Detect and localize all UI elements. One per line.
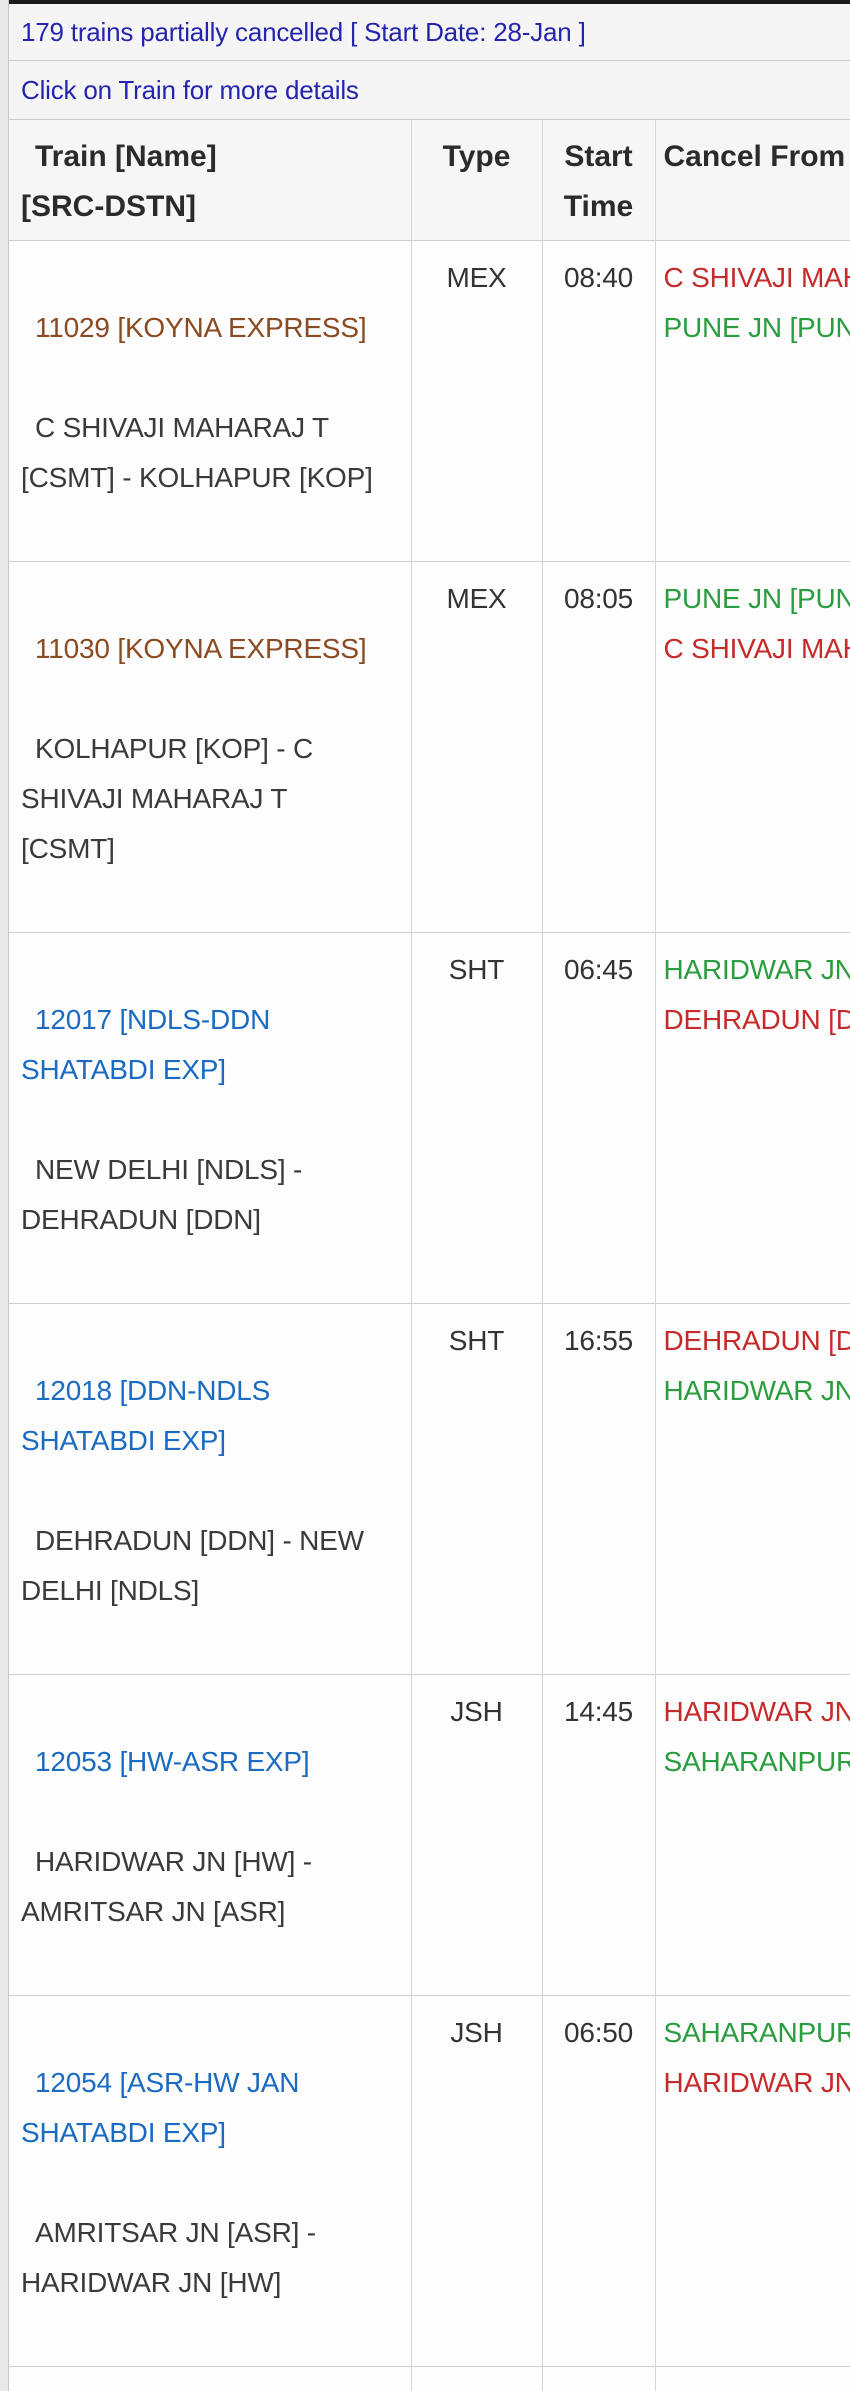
cancel-from-station: C SHIVAJI MAH	[664, 253, 850, 303]
train-start-time: 16:55	[542, 1304, 655, 1675]
train-type: JSH	[411, 1996, 542, 2367]
cancel-from-station: HARIDWAR JN	[664, 1687, 850, 1737]
cancel-to-station: PUNE JN [PUNE	[664, 303, 850, 353]
cancel-to-station: DEHRADUN [DD	[664, 995, 850, 1045]
train-link[interactable]: 11029 [KOYNA EXPRESS]	[21, 303, 403, 353]
train-link[interactable]: 12017 [NDLS-DDN SHATABDI EXP]	[21, 995, 403, 1095]
train-start-time: 06:50	[542, 1996, 655, 2367]
cancel-from-station: PUNE JN [PUNE	[664, 574, 850, 624]
table-row: 12018 [DDN-NDLS SHATABDI EXP] DEHRADUN […	[9, 1304, 850, 1675]
table-row: 12054 [ASR-HW JAN SHATABDI EXP] AMRITSAR…	[9, 1996, 850, 2367]
col-header-cancel: Cancel From Cancel To	[655, 120, 850, 241]
train-type: JSH	[411, 1675, 542, 1996]
train-route: DEHRADUN [DDN] - NEW DELHI [NDLS]	[21, 1516, 403, 1616]
cancel-to-station: SAHARANPUR [	[664, 1737, 850, 1787]
summary-banner: 179 trains partially cancelled [ Start D…	[9, 4, 850, 61]
cancel-from-station: SAHARANPUR [	[664, 2008, 850, 2058]
instruction-banner-text: Click on Train for more details	[21, 75, 359, 105]
table-row: 12017 [NDLS-DDN SHATABDI EXP] NEW DELHI …	[9, 933, 850, 1304]
col-header-type: Type	[411, 120, 542, 241]
train-route: AMRITSAR JN [ASR] - HARIDWAR JN [HW]	[21, 2208, 403, 2308]
train-route: HARIDWAR JN [HW] - AMRITSAR JN [ASR]	[21, 1837, 403, 1937]
train-start-time: 08:40	[542, 241, 655, 562]
summary-banner-text: 179 trains partially cancelled [ Start D…	[21, 17, 586, 47]
train-route: C SHIVAJI MAHARAJ T [CSMT] - KOLHAPUR [K…	[21, 403, 403, 503]
col-header-train: Train [Name] [SRC-DSTN]	[9, 120, 411, 241]
cancelled-trains-table: Train [Name] [SRC-DSTN] Type Start Time …	[9, 120, 850, 2391]
table-row: 11030 [KOYNA EXPRESS] KOLHAPUR [KOP] - C…	[9, 562, 850, 933]
train-link[interactable]: 12053 [HW-ASR EXP]	[21, 1737, 403, 1787]
table-row-partial	[9, 2367, 850, 2391]
cancel-to-station: HARIDWAR JN	[664, 1366, 850, 1416]
instruction-banner: Click on Train for more details	[9, 61, 850, 120]
cancel-from-station: DEHRADUN [DD	[664, 1316, 850, 1366]
train-link[interactable]: 12054 [ASR-HW JAN SHATABDI EXP]	[21, 2058, 403, 2158]
cancel-to-station: HARIDWAR JN	[664, 2058, 850, 2108]
train-route: NEW DELHI [NDLS] - DEHRADUN [DDN]	[21, 1145, 403, 1245]
table-header-row: Train [Name] [SRC-DSTN] Type Start Time …	[9, 120, 850, 241]
page-container: 179 trains partially cancelled [ Start D…	[8, 0, 850, 2391]
col-header-start-time: Start Time	[542, 120, 655, 241]
cancel-from-station: HARIDWAR JN	[664, 945, 850, 995]
cancel-to-station: C SHIVAJI MAH	[664, 624, 850, 674]
train-route: KOLHAPUR [KOP] - C SHIVAJI MAHARAJ T [CS…	[21, 724, 403, 874]
train-link[interactable]: 12018 [DDN-NDLS SHATABDI EXP]	[21, 1366, 403, 1466]
train-type: SHT	[411, 1304, 542, 1675]
train-type: MEX	[411, 562, 542, 933]
train-start-time: 06:45	[542, 933, 655, 1304]
train-start-time: 08:05	[542, 562, 655, 933]
table-row: 11029 [KOYNA EXPRESS] C SHIVAJI MAHARAJ …	[9, 241, 850, 562]
train-start-time: 14:45	[542, 1675, 655, 1996]
train-type: SHT	[411, 933, 542, 1304]
train-link[interactable]: 11030 [KOYNA EXPRESS]	[21, 624, 403, 674]
train-type: MEX	[411, 241, 542, 562]
table-row: 12053 [HW-ASR EXP] HARIDWAR JN [HW] - AM…	[9, 1675, 850, 1996]
